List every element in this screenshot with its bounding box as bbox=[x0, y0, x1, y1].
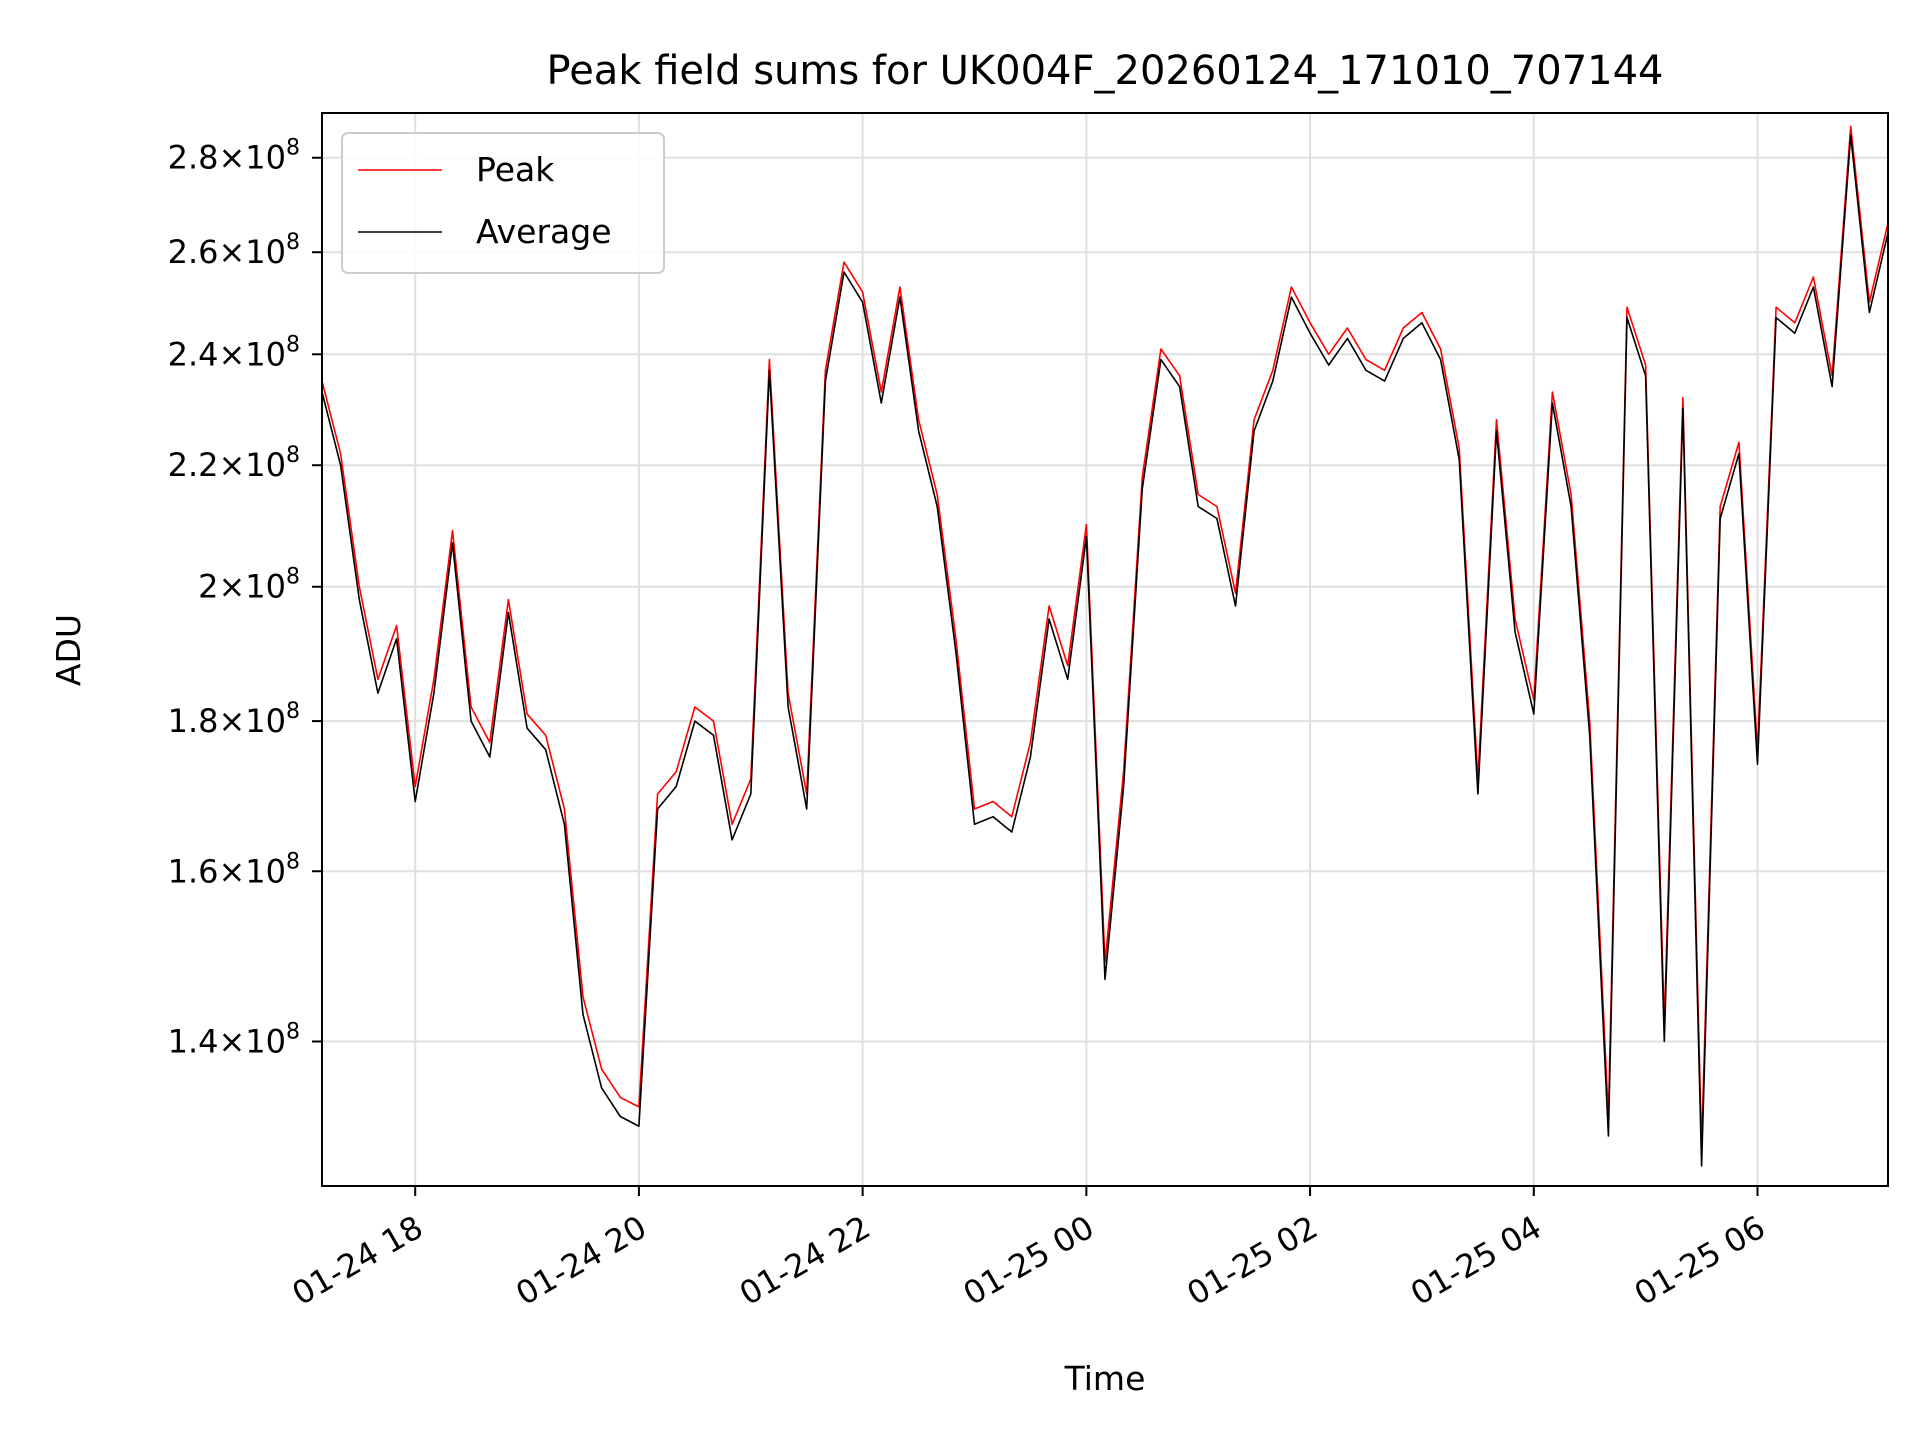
y-axis-label: ADU bbox=[49, 614, 88, 686]
y-tick-label: 2.8×108 bbox=[168, 136, 300, 177]
y-tick-label: 1.4×108 bbox=[168, 1020, 300, 1061]
legend-average-label: Average bbox=[476, 212, 612, 251]
y-tick-label: 2.6×108 bbox=[168, 230, 300, 271]
plot-frame bbox=[321, 112, 1889, 1187]
y-tick-label: 1.6×108 bbox=[168, 849, 300, 890]
y-tick-label: 2.4×108 bbox=[168, 332, 300, 373]
series-layer bbox=[322, 125, 1888, 1167]
y-axis-ticks: 1.4×108 1.6×108 1.8×108 2×108 2.2×108 2.4×108… bbox=[168, 136, 322, 1061]
legend: Peak Average bbox=[341, 132, 665, 274]
legend-box bbox=[341, 132, 665, 274]
chart-title: Peak field sums for UK004F_20260124_1710… bbox=[547, 48, 1664, 94]
y-tick-label: 1.8×108 bbox=[168, 699, 300, 740]
y-tick-label: 2.2×108 bbox=[168, 443, 300, 484]
y-tick-label: 2×108 bbox=[198, 565, 300, 606]
legend-peak-label: Peak bbox=[476, 150, 555, 189]
series-line-average bbox=[322, 134, 1888, 1167]
x-axis-label: Time bbox=[1064, 1359, 1146, 1398]
